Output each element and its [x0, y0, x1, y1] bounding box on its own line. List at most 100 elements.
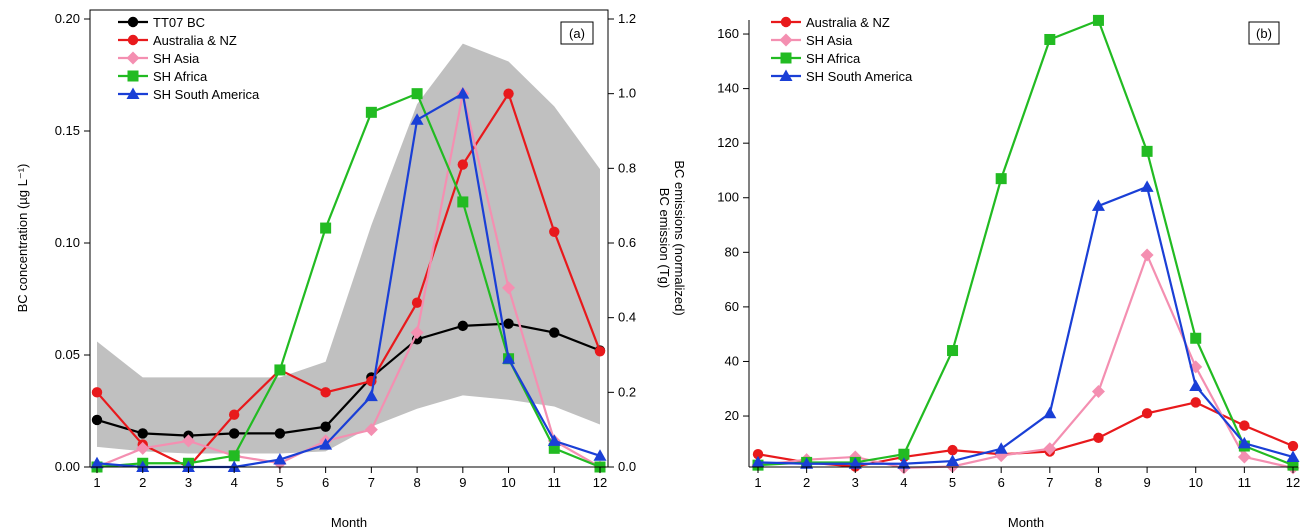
- legend-marker: [126, 87, 140, 99]
- x-tick-label: 5: [276, 475, 283, 490]
- y-tick-label: 0.05: [55, 347, 80, 362]
- x-tick-label: 7: [368, 475, 375, 490]
- legend-label: TT07 BC: [153, 15, 205, 30]
- data-point: [457, 159, 469, 170]
- data-point: [411, 297, 423, 308]
- data-point: [752, 449, 764, 460]
- legend: TT07 BC Australia & NZ SH Asia SH Africa SH …: [118, 15, 260, 102]
- data-point: [548, 442, 560, 454]
- y-tick-label: 0.8: [618, 160, 636, 175]
- data-point: [947, 444, 958, 456]
- data-point: [457, 320, 469, 332]
- legend-label: SH South America: [806, 69, 913, 84]
- data-point: [1190, 332, 1202, 344]
- data-point: [549, 226, 560, 237]
- series-sh-asia: [751, 248, 1300, 475]
- data-point: [594, 346, 606, 357]
- data-point: [320, 222, 332, 234]
- data-point: [456, 87, 470, 99]
- data-point: [136, 460, 150, 472]
- y-axis-label-right-inner: BC emissions (normalized): [672, 160, 687, 315]
- legend-marker: [779, 69, 793, 81]
- x-tick-label: 5: [949, 475, 956, 490]
- data-point: [947, 345, 959, 357]
- y-tick-label: 80: [725, 244, 739, 259]
- series-line: [96, 322, 601, 437]
- panel-label-box: [560, 21, 594, 45]
- x-tick-label: 7: [1046, 475, 1053, 490]
- data-point: [502, 281, 516, 295]
- legend-label: SH Africa: [153, 69, 208, 84]
- data-point: [1237, 450, 1251, 464]
- y-tick-label: 0.15: [55, 123, 80, 138]
- data-point: [320, 421, 331, 432]
- data-point: [91, 414, 103, 426]
- x-tick-label: 10: [501, 475, 515, 490]
- data-point: [503, 318, 514, 329]
- data-point: [1287, 440, 1299, 452]
- x-tick-label: 1: [754, 475, 761, 490]
- legend-marker: [779, 33, 793, 47]
- y-tick-label: 1.0: [618, 86, 636, 101]
- data-point: [946, 454, 960, 467]
- y-tick-label: 0.20: [55, 11, 80, 26]
- series-group: [751, 14, 1300, 475]
- x-tick-label: 4: [231, 475, 238, 490]
- data-point: [457, 196, 469, 208]
- data-point: [898, 448, 910, 460]
- panel-label-box: [1248, 21, 1280, 45]
- x-tick-label: 11: [548, 475, 562, 490]
- data-point: [1237, 436, 1251, 449]
- legend-marker: [780, 52, 792, 64]
- data-point: [800, 457, 814, 469]
- panel-label: (b): [1256, 26, 1272, 41]
- data-point: [549, 327, 560, 338]
- data-point: [1239, 420, 1250, 431]
- x-ticks: 1 2 3 4 5 6 7 8 9 10 11 12: [754, 467, 1300, 490]
- legend-item-tt07-bc: TT07 BC: [118, 15, 205, 30]
- y-axis-label-left: BC concentration (µg L⁻¹): [15, 164, 30, 313]
- data-point: [547, 434, 561, 446]
- y-ticks: 20 40 60 80 100 120 140 160: [717, 26, 749, 423]
- data-point: [503, 88, 514, 99]
- data-point: [90, 456, 104, 469]
- data-point: [91, 387, 103, 398]
- legend-label: Australia & NZ: [806, 15, 890, 30]
- legend-marker: [127, 70, 139, 82]
- x-tick-label: 4: [900, 475, 907, 490]
- x-tick-label: 10: [1188, 475, 1202, 490]
- legend-item-sh-africa: SH Africa: [118, 69, 208, 84]
- y-tick-label: 20: [725, 408, 739, 423]
- x-tick-label: 1: [93, 475, 100, 490]
- data-point: [319, 438, 333, 450]
- legend-marker: [127, 34, 139, 46]
- data-point: [1091, 384, 1105, 398]
- legend-label: SH Asia: [806, 33, 853, 48]
- data-point: [1092, 14, 1104, 26]
- data-point: [181, 434, 195, 448]
- y-tick-label: 100: [717, 190, 739, 205]
- x-axis-label: Month: [1008, 515, 1044, 530]
- panel-label: (a): [569, 26, 585, 41]
- data-point: [273, 453, 287, 465]
- series-sh-south-america: [751, 180, 1300, 469]
- legend-label: SH Asia: [153, 51, 200, 66]
- legend-label: SH South America: [153, 87, 260, 102]
- data-point: [1190, 397, 1201, 408]
- y-ticks-left: 0.00 0.05 0.10 0.15 0.20: [55, 11, 90, 474]
- data-point: [181, 460, 195, 472]
- x-tick-label: 8: [1095, 475, 1102, 490]
- x-tick-label: 6: [322, 475, 329, 490]
- data-point: [1141, 145, 1153, 157]
- data-point: [502, 352, 516, 364]
- series-line: [757, 252, 1294, 469]
- data-point: [137, 428, 148, 439]
- y-tick-label: 0.10: [55, 235, 80, 250]
- data-point: [364, 423, 378, 437]
- data-point: [410, 113, 424, 125]
- x-ticks: 1 2 3 4 5 6 7 8 9 10 11 12: [93, 467, 607, 490]
- x-tick-label: 6: [998, 475, 1005, 490]
- data-point: [1286, 450, 1300, 462]
- legend: Australia & NZ SH Asia SH Africa SH South A…: [771, 15, 913, 84]
